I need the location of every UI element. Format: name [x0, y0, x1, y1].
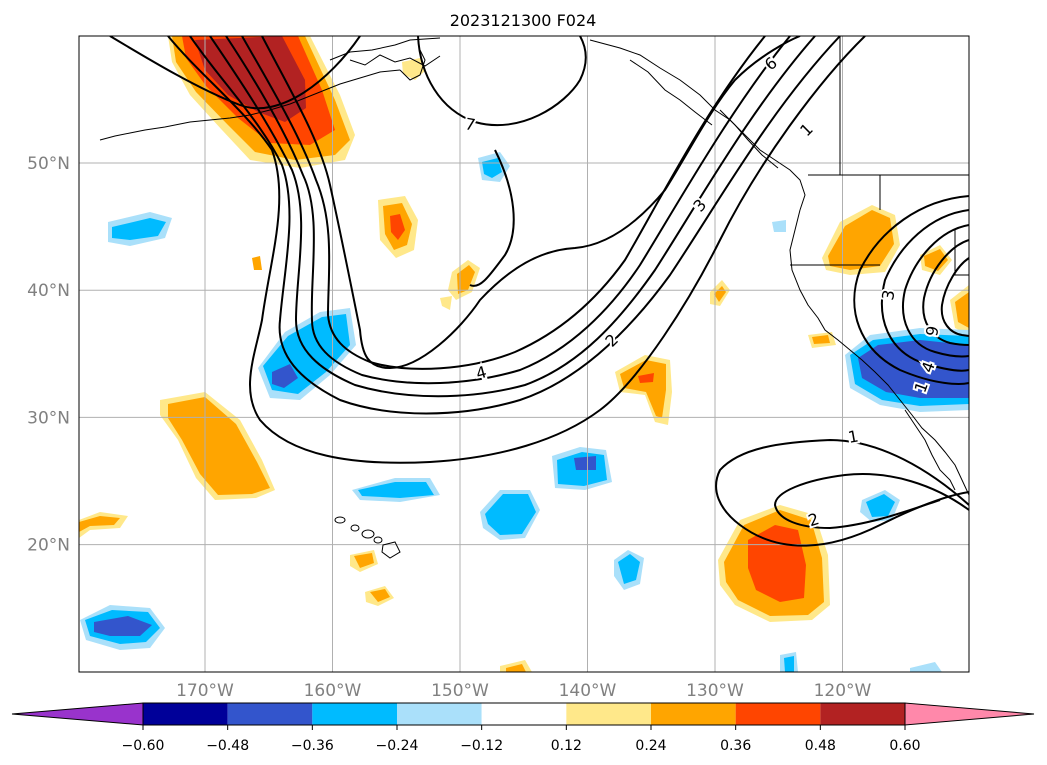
colorbar-level-label: 0.36	[720, 738, 751, 754]
longitude-label: 120°W	[814, 681, 872, 701]
graticule	[79, 36, 969, 672]
colorbar-level-label: 0.48	[805, 738, 836, 754]
colorbar-swatch	[397, 703, 482, 725]
colorbar-swatch	[651, 703, 736, 725]
longitude-label: 140°W	[559, 681, 617, 701]
negative-anomaly-southern-california	[845, 328, 969, 412]
colorbar-level-label: −0.36	[291, 738, 334, 754]
positive-anomaly-southwest	[160, 392, 275, 500]
colorbar	[11, 702, 1035, 726]
colorbar-swatch	[227, 703, 313, 725]
latitude-label: 20°N	[27, 536, 70, 556]
longitude-label: 160°W	[304, 681, 362, 701]
colorbar-labels: −0.60 −0.48 −0.36 −0.24 −0.12 0.12 0.24 0.36 0.4…	[122, 725, 921, 754]
colorbar-extension-low	[11, 702, 144, 726]
map-panel: 6 7 1 3 2 4 1 2 3 4 1 9	[79, 36, 969, 672]
map-frame	[78, 35, 970, 673]
longitude-labels: 170°W 160°W 150°W 140°W 130°W 120°W	[176, 681, 871, 701]
negative-anomaly-far-southwest	[80, 605, 165, 650]
longitude-label: 170°W	[176, 681, 234, 701]
colorbar-outline	[142, 702, 906, 726]
colorbar-extension-high	[904, 702, 1035, 726]
negative-anomaly-west-core	[112, 218, 166, 240]
colorbar-swatch	[481, 703, 567, 725]
colorbar-swatch	[143, 703, 228, 725]
longitude-label: 130°W	[686, 681, 744, 701]
colorbar-level-label: −0.60	[122, 738, 165, 754]
colorbar-level-label: −0.12	[460, 738, 503, 754]
colorbar-swatch	[566, 703, 651, 725]
latitude-labels: 50°N 40°N 30°N 20°N	[27, 154, 70, 556]
negative-anomaly-hawaii-ne	[552, 447, 612, 490]
positive-anomaly-west-coast	[772, 205, 969, 348]
positive-anomaly-small-1	[378, 196, 418, 258]
colorbar-level-label: −0.24	[376, 738, 419, 754]
latitude-label: 50°N	[27, 154, 70, 174]
colorbar-swatch	[735, 703, 821, 725]
latitude-label: 40°N	[27, 281, 70, 301]
longitude-label: 150°W	[431, 681, 489, 701]
colorbar-swatch	[312, 703, 397, 725]
map-title: 2023121300 F024	[450, 11, 597, 30]
colorbar-swatch	[820, 703, 905, 725]
positive-anomaly-tiny	[252, 256, 262, 270]
colorbar-level-label: 0.24	[635, 738, 666, 754]
colorbar-level-label: 0.60	[889, 738, 920, 754]
colorbar-level-label: −0.48	[206, 738, 249, 754]
latitude-label: 30°N	[27, 408, 70, 428]
positive-anomaly-east-pacific	[615, 355, 672, 425]
colorbar-level-label: 0.12	[551, 738, 582, 754]
contour-lines	[109, 36, 969, 547]
